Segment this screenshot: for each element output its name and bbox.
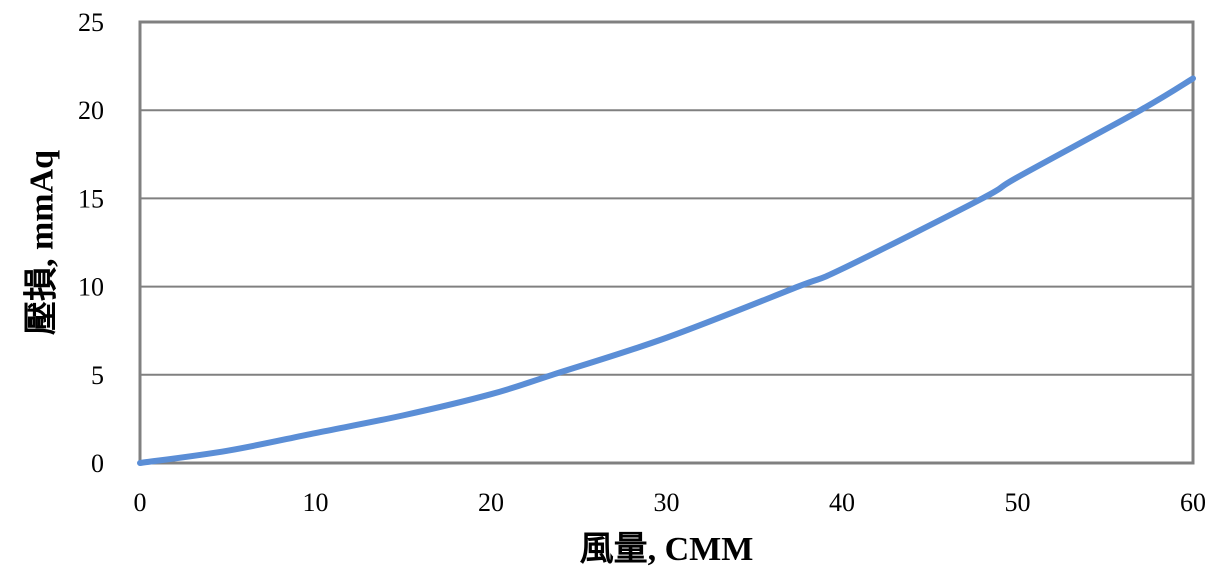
gridlines [140, 109, 1193, 376]
x-tick-label: 40 [829, 488, 855, 517]
y-axis-title: 壓損, mmAq [23, 150, 61, 335]
plot-area-border [138, 20, 1195, 465]
y-tick-label: 10 [78, 273, 104, 302]
y-axis-tick-labels: 0 5 10 15 20 25 [78, 8, 104, 478]
series-line-0 [137, 75, 1196, 466]
y-tick-label: 20 [78, 96, 104, 125]
y-tick-label: 15 [78, 184, 104, 213]
series-layer [137, 75, 1196, 466]
y-tick-label: 25 [78, 8, 104, 37]
y-tick-label: 0 [91, 449, 104, 478]
x-tick-label: 60 [1180, 488, 1206, 517]
x-tick-label: 10 [303, 488, 329, 517]
y-tick-label: 5 [91, 361, 104, 390]
x-tick-label: 50 [1005, 488, 1031, 517]
x-axis-tick-labels: 0 10 20 30 40 50 60 [134, 488, 1207, 517]
x-tick-label: 0 [134, 488, 147, 517]
x-tick-label: 20 [478, 488, 504, 517]
x-axis-title: 風量, CMM [580, 531, 754, 568]
x-tick-label: 30 [654, 488, 680, 517]
